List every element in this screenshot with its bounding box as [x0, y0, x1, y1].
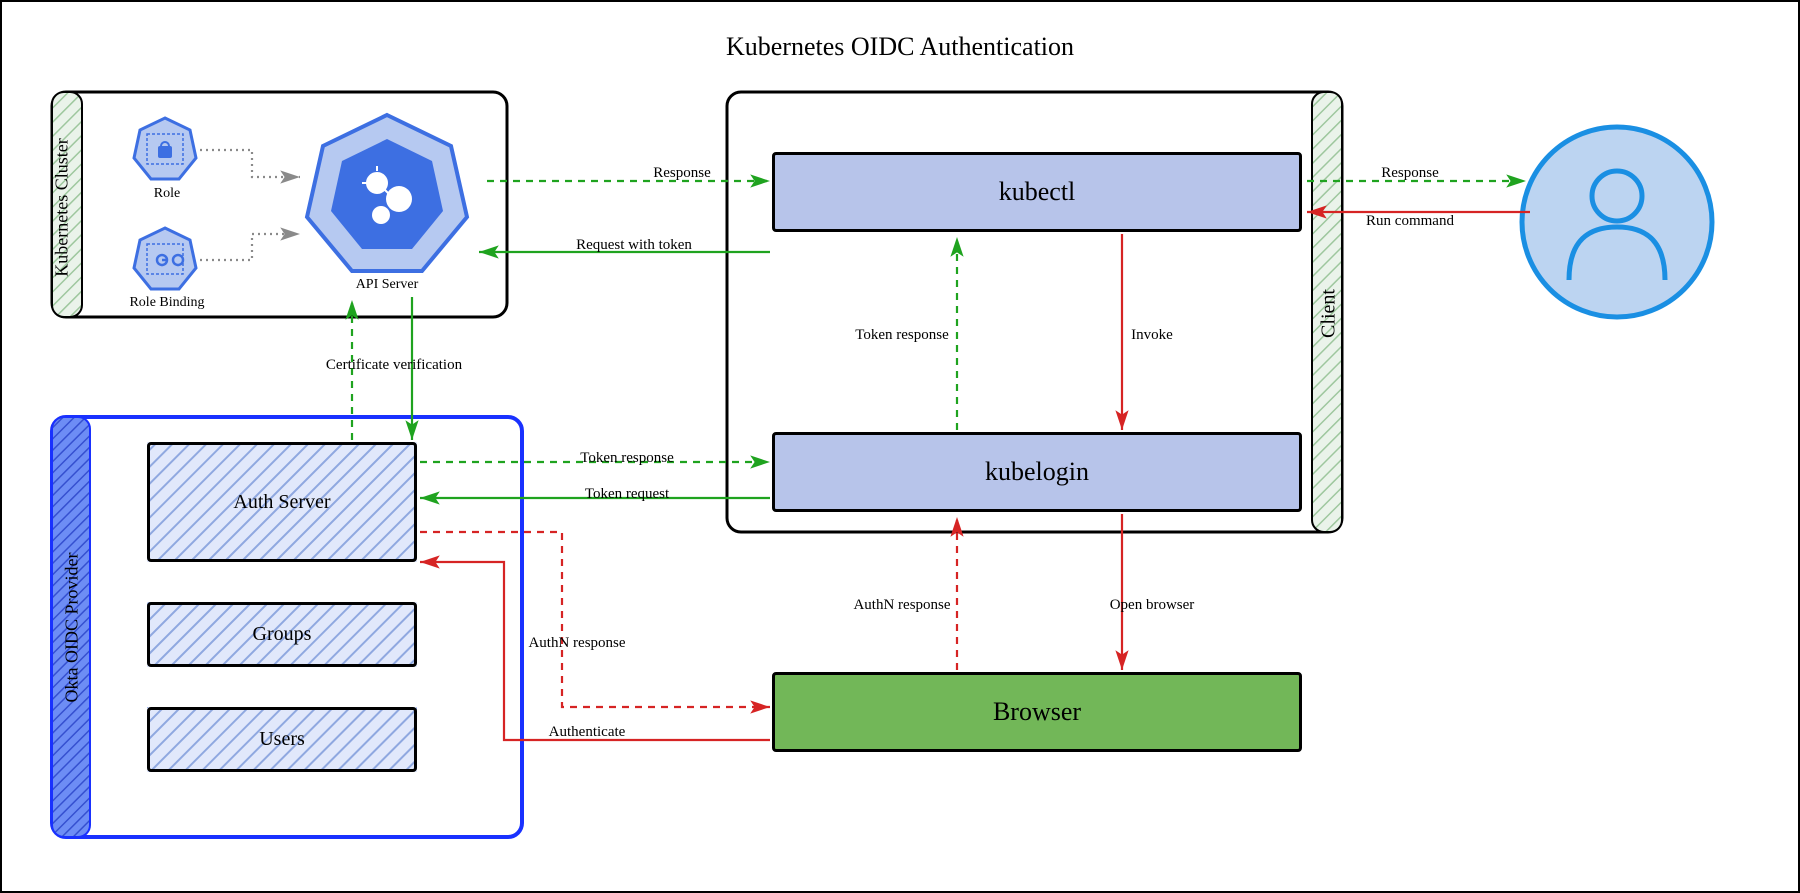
- k8s-cluster-group: [52, 92, 507, 317]
- kubelogin-label: kubelogin: [985, 457, 1089, 487]
- edge-auth_to_browser: [420, 532, 770, 707]
- edge-label-browser_to_auth: Authenticate: [497, 724, 677, 741]
- auth-server-label: Auth Server: [233, 491, 330, 514]
- groups-node: Groups: [147, 602, 417, 667]
- user-actor-icon: [1522, 127, 1712, 317]
- kubelogin-node: kubelogin: [772, 432, 1302, 512]
- browser-node: Browser: [772, 672, 1302, 752]
- edge-label-browser_to_kubelogin: AuthN response: [812, 597, 992, 614]
- edge-label-kubectl_to_api_req: Request with token: [544, 237, 724, 254]
- edge-label-kubelogin_to_auth_req: Token request: [537, 486, 717, 503]
- edge-label-kubelogin_to_browser: Open browser: [1062, 597, 1242, 614]
- edge-label-auth_to_kubelogin_resp: Token response: [537, 450, 717, 467]
- role-label: Role: [147, 186, 187, 202]
- okta-label: Okta OIDC Provider: [62, 518, 83, 738]
- edge-rb_to_api: [200, 234, 300, 260]
- edge-label-api_to_kubectl_resp: Response: [592, 165, 772, 182]
- users-label: Users: [259, 728, 305, 751]
- kubectl-label: kubectl: [999, 177, 1076, 207]
- edge-label-api_to_auth_verify_down: Certificate verification: [304, 357, 484, 374]
- role-icon: [134, 118, 196, 179]
- k8s-cluster-label: Kubernetes Cluster: [52, 118, 73, 298]
- users-node: Users: [147, 707, 417, 772]
- role-binding-label: Role Binding: [127, 295, 207, 311]
- api-server-icon: [307, 115, 467, 271]
- api-server-label: API Server: [352, 277, 422, 293]
- edge-label-kubectl_to_user_resp: Response: [1320, 165, 1500, 182]
- browser-label: Browser: [993, 697, 1081, 727]
- edge-label-auth_to_browser: AuthN response: [487, 635, 667, 652]
- diagram-title: Kubernetes OIDC Authentication: [726, 32, 1074, 62]
- edge-label-kubectl_to_kubelogin: Invoke: [1062, 327, 1242, 344]
- edge-label-kubelogin_to_kubectl: Token response: [812, 327, 992, 344]
- role-binding-icon: [134, 228, 196, 289]
- edge-label-user_to_kubectl: Run command: [1320, 213, 1500, 230]
- kubectl-node: kubectl: [772, 152, 1302, 232]
- client-label: Client: [1318, 284, 1341, 344]
- diagram-canvas: Kubernetes OIDC Authentication: [0, 0, 1800, 893]
- groups-label: Groups: [253, 623, 312, 646]
- auth-server-node: Auth Server: [147, 442, 417, 562]
- edge-role_to_api: [200, 150, 300, 177]
